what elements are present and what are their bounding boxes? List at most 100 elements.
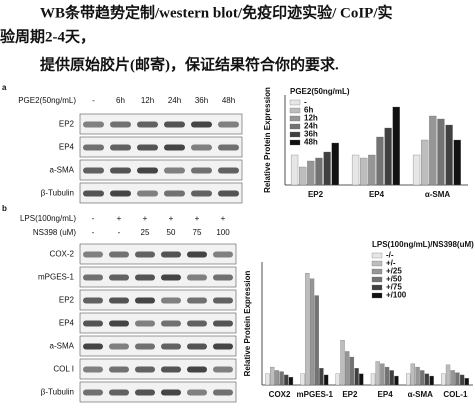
lane-label: 75 [193, 228, 202, 237]
legend-label: 36h [304, 130, 318, 139]
blot-strip [79, 266, 237, 288]
bar [376, 136, 384, 186]
lane-label: 24h [168, 96, 181, 105]
band [110, 167, 131, 174]
band [83, 251, 103, 258]
bar [319, 368, 324, 386]
legend-label: +/100 [386, 291, 407, 300]
band [218, 190, 239, 197]
band [83, 320, 103, 327]
bar [384, 366, 390, 386]
band [218, 144, 239, 151]
bar [389, 370, 394, 386]
band [213, 366, 233, 373]
row-label: COL I [53, 365, 74, 374]
band [187, 343, 207, 350]
bar [354, 368, 359, 386]
legend-swatch [371, 252, 383, 259]
bar [290, 154, 299, 186]
bar [331, 142, 339, 186]
legend-label: +/50 [386, 275, 402, 284]
legend-swatch [371, 276, 383, 283]
bar [279, 371, 284, 386]
bar [392, 106, 400, 186]
lane-label: 100 [216, 228, 230, 237]
band [83, 297, 103, 304]
y-axis-label: Relative Protein Expression [263, 87, 272, 193]
panel-label: a [2, 83, 7, 92]
x-tick-label: COL-1 [443, 390, 468, 399]
bar [415, 366, 420, 386]
band [135, 366, 155, 373]
band [164, 167, 185, 174]
band [161, 343, 181, 350]
row-label: COX-2 [50, 250, 75, 259]
bar [323, 151, 331, 186]
bar [335, 373, 340, 386]
lane-label: - [118, 228, 121, 237]
band [135, 389, 155, 396]
band [137, 190, 158, 197]
band [191, 167, 212, 174]
bar [375, 361, 380, 386]
bar [424, 373, 430, 386]
blot-strip [79, 159, 243, 181]
lane-label: + [221, 214, 226, 223]
bar [464, 378, 469, 386]
header-line: 验周期2-4天， [0, 27, 95, 45]
band [83, 167, 104, 174]
lane-label: 25 [141, 228, 150, 237]
x-tick-label: COX2 [269, 390, 291, 399]
band [83, 389, 103, 396]
bar [349, 356, 355, 386]
blot-strip [79, 312, 237, 334]
row-label: β-Tubulin [41, 189, 74, 198]
band [110, 121, 131, 128]
band [135, 297, 155, 304]
bar [288, 377, 294, 386]
bar [370, 373, 376, 386]
band [137, 144, 158, 151]
bar [274, 370, 280, 386]
legend-swatch [289, 139, 301, 146]
bar [340, 340, 345, 386]
x-tick-label: α-SMA [425, 190, 451, 199]
condition-label: PGE2(50ng/mL) [18, 96, 76, 105]
x-tick-label: mPGES-1 [297, 390, 334, 399]
lane-label: + [195, 214, 200, 223]
legend-label: 48h [304, 138, 318, 147]
row-label: EP4 [59, 319, 75, 328]
legend-swatch [371, 292, 383, 299]
x-tick-label: EP2 [342, 390, 358, 399]
band [218, 167, 239, 174]
band [213, 251, 233, 258]
band [83, 366, 103, 373]
bar [455, 372, 460, 386]
bar [453, 139, 461, 186]
bar [384, 127, 392, 186]
bar [368, 154, 376, 186]
band [110, 144, 131, 151]
blot-strip [79, 243, 237, 265]
band [187, 366, 207, 373]
bar [323, 374, 329, 386]
bar [307, 160, 315, 186]
legend-swatch [289, 107, 301, 114]
legend-label: +/- [386, 259, 396, 268]
row-label: EP2 [59, 120, 75, 129]
bar [445, 124, 453, 186]
x-tick-label: α-SMA [408, 390, 434, 399]
legend-swatch [371, 268, 383, 275]
band [161, 320, 181, 327]
band [109, 343, 129, 350]
bar [429, 115, 437, 186]
band [83, 190, 104, 197]
band [83, 343, 103, 350]
row-label: EP2 [59, 296, 75, 305]
band [137, 121, 158, 128]
row-label: a-SMA [50, 342, 75, 351]
band [161, 366, 181, 373]
row-label: a-SMA [50, 166, 75, 175]
band [109, 297, 129, 304]
